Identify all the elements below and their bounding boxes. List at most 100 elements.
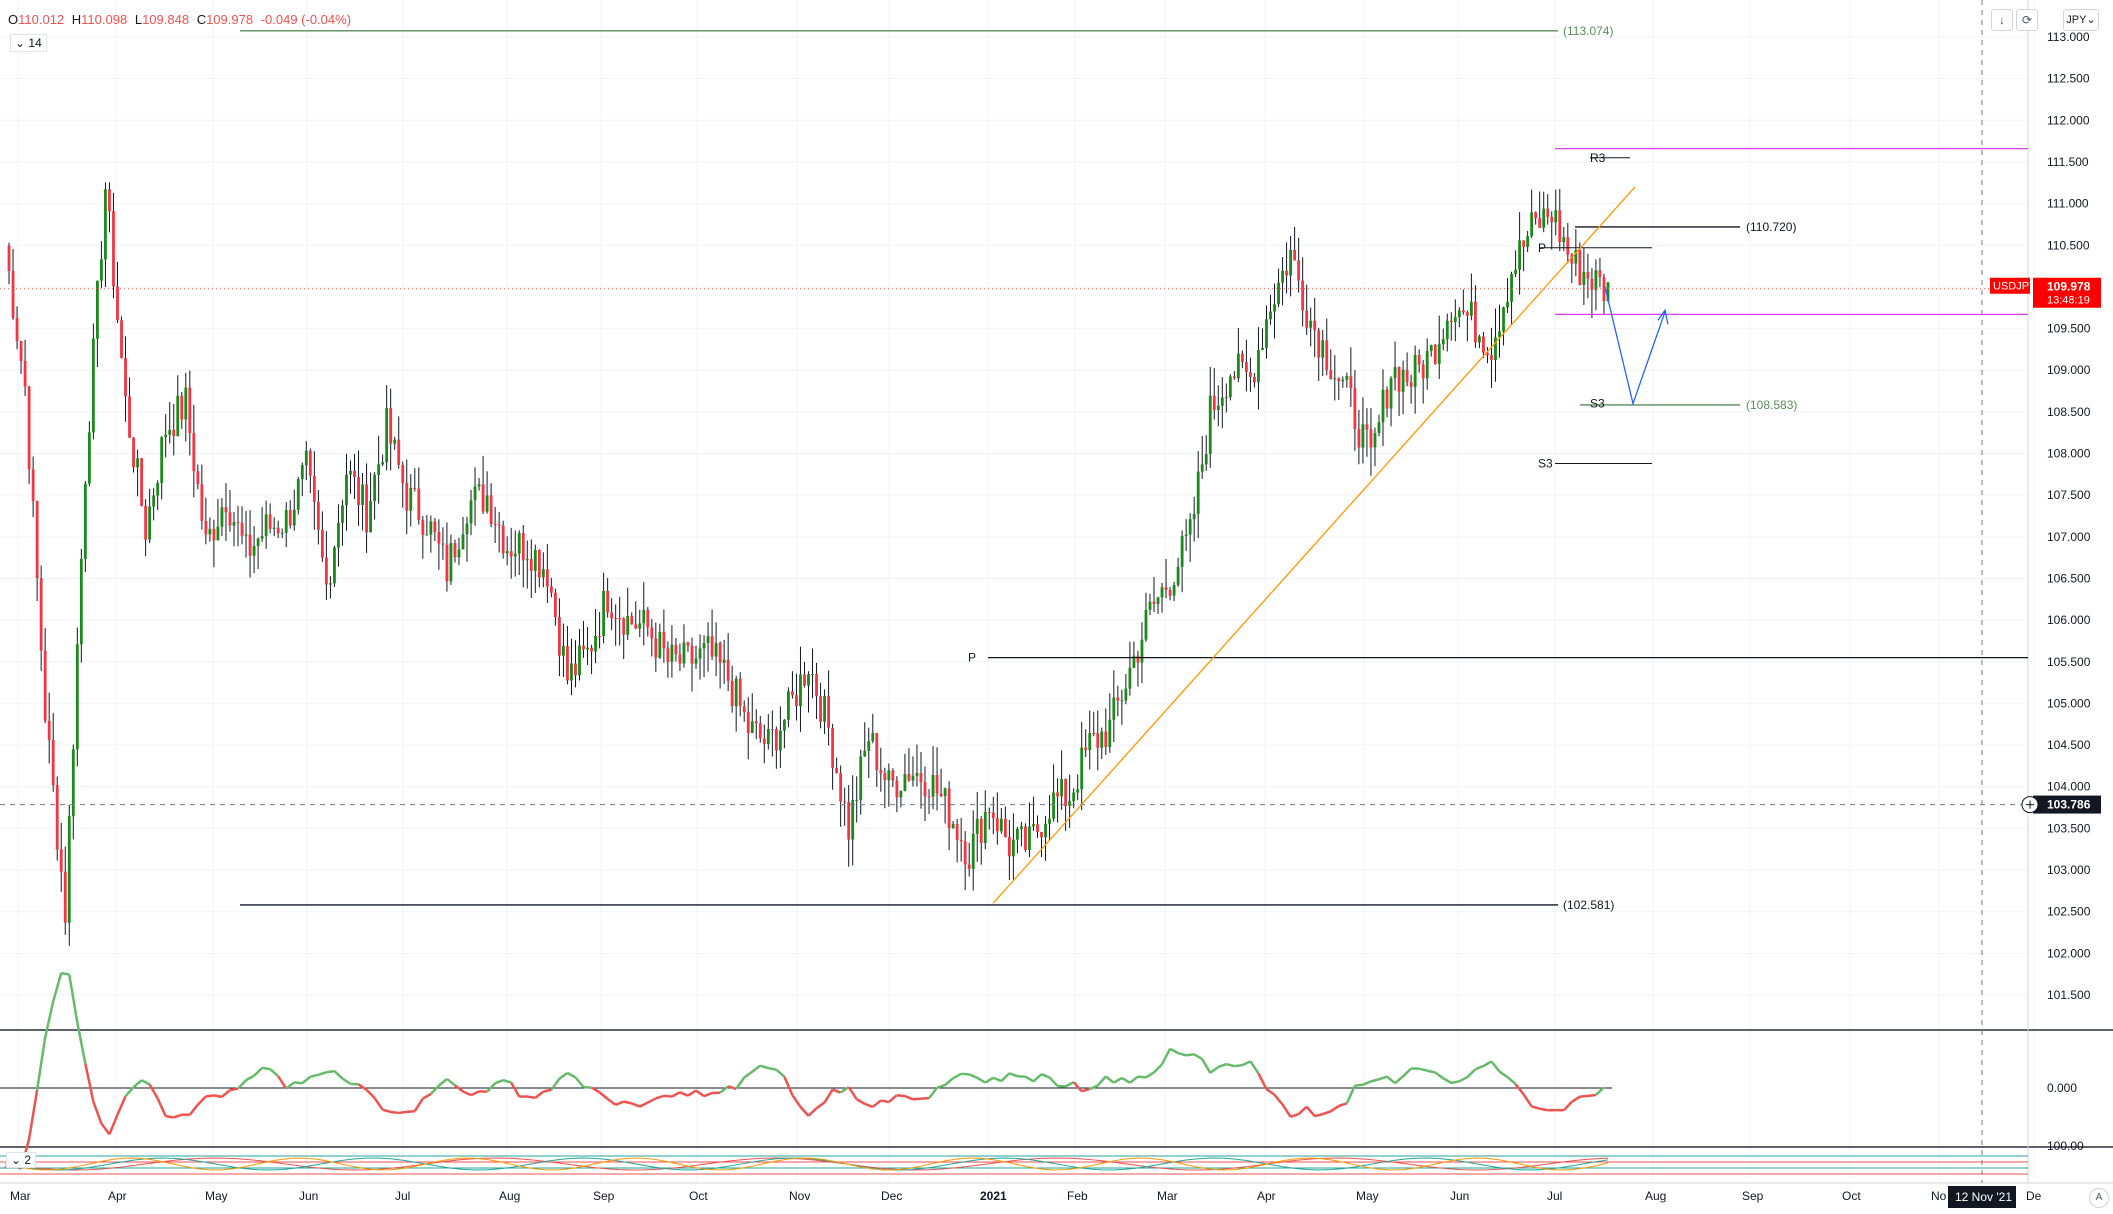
auto-scale-button[interactable]: A [2089,1188,2109,1208]
candle-body [1514,269,1517,274]
candle-body [694,658,698,664]
osc-segment [68,974,79,1023]
osc-segment [221,1089,231,1098]
osc-segment [1081,1087,1091,1093]
candle-body [43,650,47,721]
candle-body [1389,378,1393,409]
candle-body [1401,369,1405,392]
osc-segment [534,1090,545,1099]
crosshair-price-text: 103.786 [2047,798,2091,812]
candle-body [1128,667,1132,689]
osc-segment [1482,1060,1493,1068]
candle-body [702,643,706,649]
candle-body [244,534,248,536]
candle-body [1168,589,1172,596]
candle-body [931,775,935,797]
candle-body [815,673,818,697]
osc-segment [984,1076,994,1084]
candle-body [1473,301,1477,343]
osc-segment [398,1110,407,1115]
candle-body [1297,260,1301,281]
candle-body [1032,824,1035,827]
candle-body [160,437,164,483]
osc-segment [1265,1088,1276,1096]
low-label: L [134,12,143,27]
candle-body [545,569,549,587]
indicator2-legend[interactable]: ⌄ 2 [6,1152,37,1168]
candle-body [1361,424,1365,448]
candle-body [95,280,99,339]
osc-segment [961,1072,970,1076]
candle-body [1068,801,1072,807]
candle-body [1084,747,1088,751]
candle-body [1148,601,1152,610]
osc-segment [237,1079,247,1090]
time-tick: Sep [1742,1189,1764,1203]
osc-segment [952,1072,962,1080]
candle-body [1449,320,1453,323]
candle-body [196,471,200,485]
candle-body [1526,236,1530,247]
osc-segment [1226,1062,1235,1068]
osc-segment [438,1077,448,1087]
osc-segment [462,1090,472,1097]
candle-body [803,674,806,686]
candle-body [650,627,654,639]
time-tick: Aug [499,1189,520,1203]
osc-segment [1217,1062,1227,1069]
candle-body [1253,376,1256,383]
osc-segment [775,1068,786,1078]
candle-body [485,495,489,512]
candle-body [324,557,328,585]
crosshair-date-badge [1948,1186,2016,1208]
osc-segment [1145,1071,1155,1079]
pivot-p-label: P [968,651,976,665]
candle-body [851,800,855,840]
currency-select[interactable]: JPY⌄ [2063,9,2099,31]
candle-body [698,648,702,659]
candle-body [385,408,389,463]
candle-body [1357,429,1361,448]
candle-body [766,729,770,745]
candle-body [939,793,943,797]
crosshair-date-text: 12 Nov '21 [1955,1190,2012,1204]
candle-body [1200,464,1204,472]
r3-label: R3 [1590,151,1606,165]
candle-body [236,522,240,524]
time-tick: Jul [395,1189,410,1203]
candle-body [742,706,746,713]
osc-segment [1096,1075,1107,1087]
candle-body [204,520,208,535]
osc-segment [1362,1080,1372,1086]
refresh-icon[interactable]: ⟳ [2016,9,2038,31]
candle-body [79,559,83,645]
arrow-down-icon[interactable]: ↓ [1991,9,2013,31]
candle-body [208,528,212,535]
osc-segment [799,1106,810,1117]
candle-body [361,484,364,505]
time-tick: May [205,1189,228,1203]
indicator-legend[interactable]: ⌄ 14 [10,34,47,52]
osc-segment [1121,1076,1131,1084]
candle-body [1486,352,1489,356]
price-tick: 109.500 [2047,322,2091,336]
candle-body [533,549,537,571]
candle-body [1377,422,1381,434]
candle-body [1277,282,1280,305]
candle-body [899,790,903,798]
crosshair-price-badge [2033,795,2101,814]
osc-segment [687,1089,697,1097]
osc-segment [285,1081,296,1090]
candle-body [839,773,843,802]
candle-body [124,358,127,397]
candle-body [1293,249,1297,261]
price-tick: 107.500 [2047,488,2091,502]
candle-body [1602,277,1606,302]
candle-body [27,386,31,470]
candle-body [1582,272,1586,285]
time-tick: Apr [108,1189,127,1203]
osc-segment [1386,1075,1396,1085]
osc-segment [413,1098,424,1112]
symbol-badge-text: USDJPY [1993,281,2037,293]
